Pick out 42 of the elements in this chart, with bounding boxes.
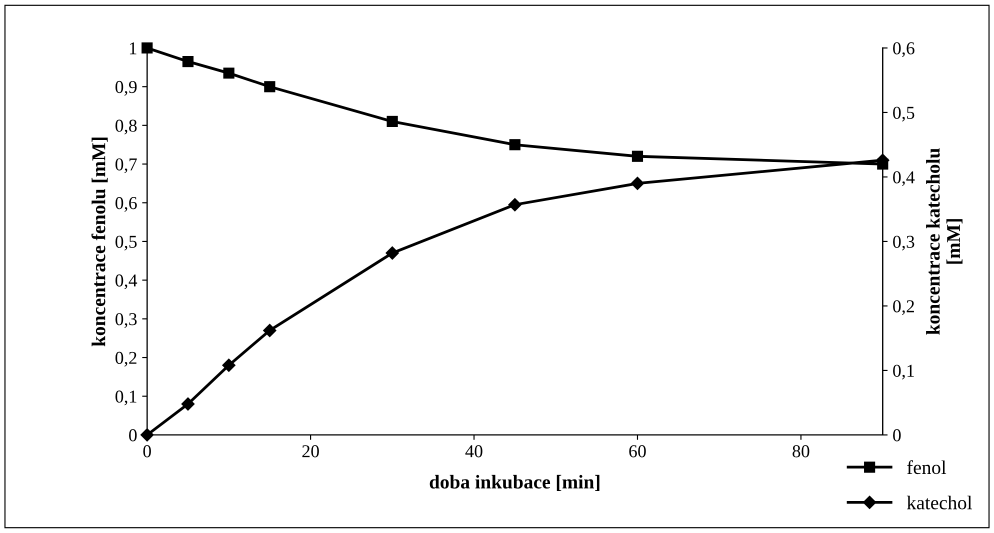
y-tick-label: 0,2 bbox=[116, 352, 136, 367]
x-tick-label: 60 bbox=[629, 445, 646, 458]
point bbox=[386, 246, 399, 260]
y-tick-label: 0 bbox=[129, 429, 137, 442]
y2-tick-label: 0,2 bbox=[893, 300, 914, 315]
y-axis-title: koncentrace fenolu [mM] bbox=[91, 138, 108, 346]
point bbox=[630, 176, 644, 190]
legend-label: katechol bbox=[906, 496, 972, 510]
y-tick-label: 0,6 bbox=[116, 197, 137, 212]
legend-label: fenol bbox=[907, 460, 946, 474]
y2-tick-label: 0,4 bbox=[893, 171, 915, 186]
y-tick-label: 0,3 bbox=[116, 313, 137, 328]
point bbox=[223, 68, 234, 79]
point bbox=[264, 81, 276, 92]
x-tick-label: 80 bbox=[792, 445, 810, 458]
y2-axis-title: koncentrace katecholu [mM] bbox=[926, 148, 962, 335]
y-tick-label: 0,8 bbox=[116, 120, 137, 134]
y2-tick-label: 0,3 bbox=[893, 236, 914, 250]
point bbox=[142, 42, 153, 54]
y2-tick-label: 0,1 bbox=[893, 364, 914, 380]
point bbox=[509, 139, 520, 150]
point bbox=[386, 116, 398, 128]
y-tick-label: 0,7 bbox=[116, 158, 137, 174]
point bbox=[877, 158, 888, 170]
y2-tick-label: 0,5 bbox=[893, 106, 914, 122]
x-tick-label: 20 bbox=[302, 445, 319, 458]
y-tick-label: 0,9 bbox=[116, 80, 137, 96]
point bbox=[508, 198, 522, 212]
y2-tick-label: 0,6 bbox=[893, 42, 914, 58]
point bbox=[263, 324, 276, 338]
x-axis-title: doba inkubace [min] bbox=[430, 474, 600, 492]
y2-tick-label: 0 bbox=[893, 429, 901, 442]
point bbox=[182, 56, 194, 68]
point bbox=[632, 150, 644, 162]
x-tick-label: 0 bbox=[143, 445, 151, 458]
y-tick-label: 0,5 bbox=[116, 236, 137, 250]
point bbox=[222, 358, 236, 372]
y-tick-label: 0,4 bbox=[116, 274, 138, 290]
y-tick-label: 1 bbox=[130, 42, 136, 54]
y-tick-label: 0,1 bbox=[116, 390, 136, 406]
x-tick-label: 40 bbox=[465, 445, 482, 458]
point bbox=[181, 397, 195, 411]
